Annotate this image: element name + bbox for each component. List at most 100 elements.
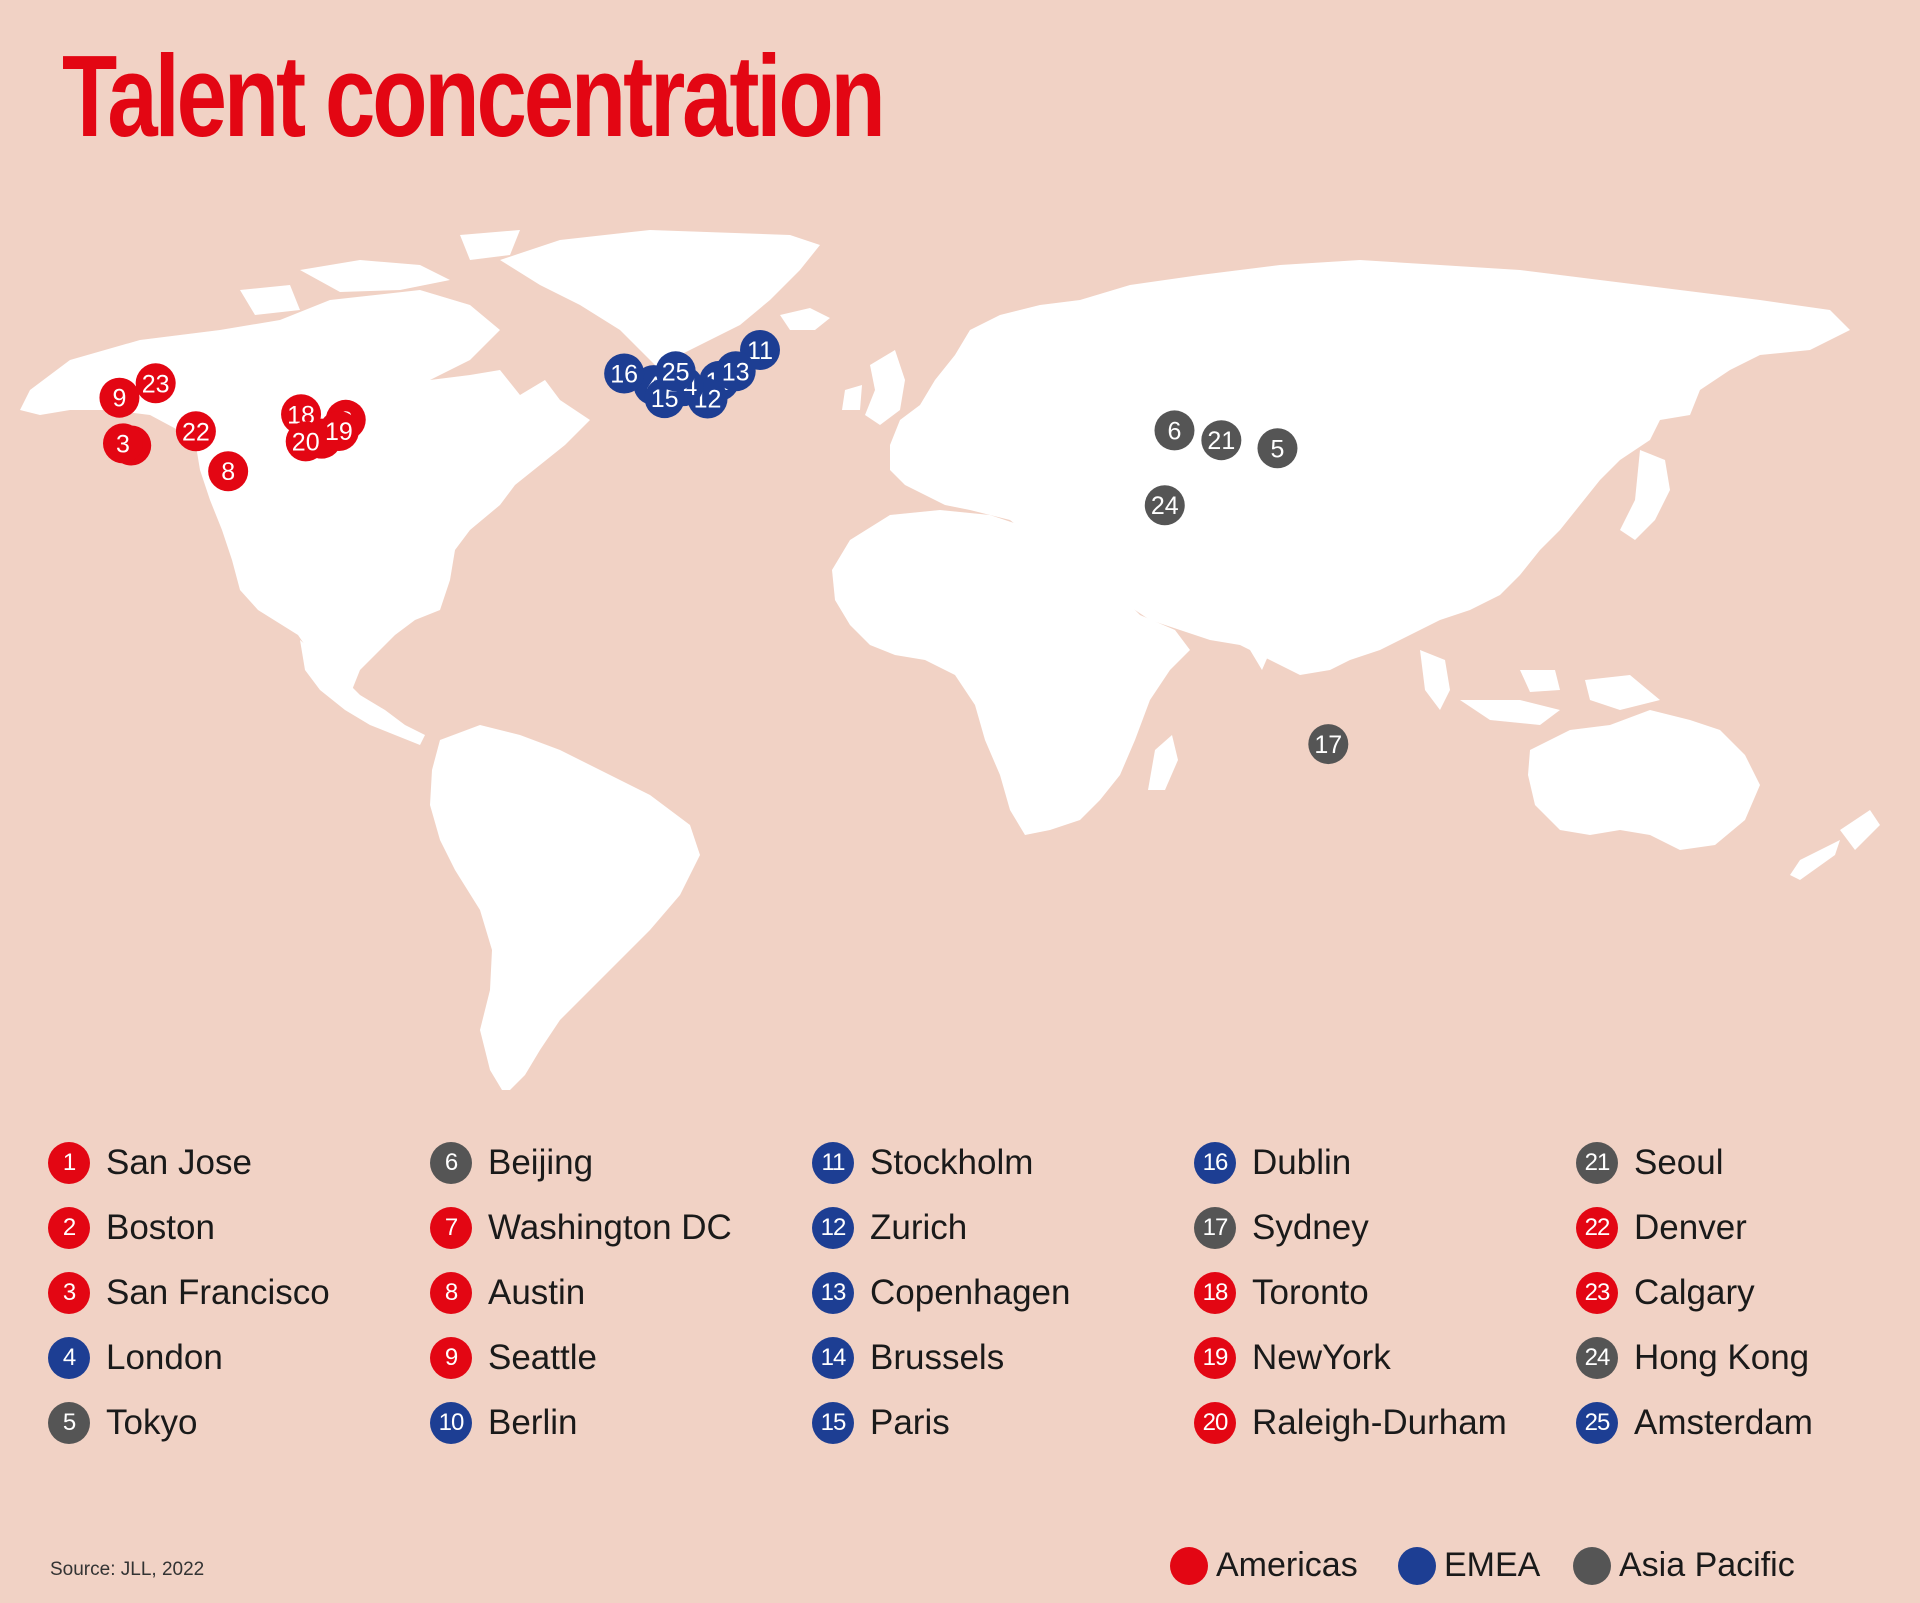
- legend-city-name: Stockholm: [870, 1143, 1034, 1182]
- map-pin-circle: [1201, 420, 1242, 461]
- legend-item: 1 San Jose: [48, 1135, 252, 1191]
- map-pin-circle: [715, 351, 756, 392]
- legend-rank-badge: 2: [48, 1207, 90, 1249]
- map-pin-circle: [285, 421, 326, 462]
- legend-rank-badge: 13: [812, 1272, 854, 1314]
- legend-city-name: Raleigh-Durham: [1252, 1403, 1507, 1442]
- legend-rank-badge: 1: [48, 1142, 90, 1184]
- map-pin-number: 22: [182, 418, 210, 446]
- landmass-new-zealand: [1790, 810, 1880, 880]
- legend-rank-badge: 21: [1576, 1142, 1618, 1184]
- page-title: Talent concentration: [62, 31, 886, 161]
- map-pin-raleigh-durham[interactable]: 20: [285, 421, 326, 462]
- legend-rank-badge: 17: [1194, 1207, 1236, 1249]
- legend-rank-badge: 8: [430, 1272, 472, 1314]
- legend-city-name: NewYork: [1252, 1338, 1391, 1377]
- map-pin-number: 23: [142, 370, 170, 398]
- legend-city-name: Amsterdam: [1634, 1403, 1813, 1442]
- legend-city-name: Zurich: [870, 1208, 968, 1247]
- legend-rank-badge: 6: [430, 1142, 472, 1184]
- region-label-emea: EMEA: [1444, 1546, 1541, 1584]
- map-pin-sydney[interactable]: 17: [1308, 724, 1349, 765]
- legend-rank-badge: 15: [812, 1402, 854, 1444]
- map-pin-circle: [135, 363, 176, 404]
- map-pin-san-francisco[interactable]: 3: [102, 423, 143, 464]
- map-pin-newyork[interactable]: 19: [318, 411, 359, 452]
- map-pin-number: 16: [610, 360, 638, 388]
- map-pin-amsterdam[interactable]: 25: [655, 351, 696, 392]
- legend-city-name: Dublin: [1252, 1143, 1352, 1182]
- map-pin-circle: [99, 377, 140, 418]
- map-pin-beijing[interactable]: 6: [1154, 410, 1195, 451]
- asia-pacific-dot: [1573, 1546, 1611, 1585]
- legend-rank-badge: 25: [1576, 1402, 1618, 1444]
- map-pin-dublin[interactable]: 16: [604, 353, 645, 394]
- map-pin-hong-kong[interactable]: 24: [1144, 485, 1185, 526]
- landmass-greenland: [500, 230, 820, 370]
- legend-item: 5 Tokyo: [48, 1395, 197, 1451]
- map-pin-number: 19: [325, 418, 353, 446]
- region-key-americas: Americas: [1170, 1546, 1358, 1585]
- legend-city-name: Washington DC: [488, 1208, 732, 1247]
- map-pin-number: 13: [722, 358, 750, 386]
- legend-item: 12 Zurich: [812, 1200, 967, 1256]
- legend-item: 13 Copenhagen: [812, 1265, 1070, 1321]
- map-pin-tokyo[interactable]: 5: [1257, 428, 1298, 469]
- legend-city-name: Sydney: [1252, 1208, 1369, 1247]
- landmass-australia: [1528, 710, 1760, 850]
- legend-item: 15 Paris: [812, 1395, 950, 1451]
- legend-item: 22 Denver: [1576, 1200, 1747, 1256]
- legend-rank-badge: 12: [812, 1207, 854, 1249]
- legend-rank-badge: 7: [430, 1207, 472, 1249]
- legend-item: 7 Washington DC: [430, 1200, 732, 1256]
- landmass-japan: [1620, 450, 1670, 540]
- map-pin-number: 9: [112, 385, 126, 413]
- legend-rank-badge: 3: [48, 1272, 90, 1314]
- legend-item: 24 Hong Kong: [1576, 1330, 1809, 1386]
- map-pin-circle: [1257, 428, 1298, 469]
- map-pin-circle: [1144, 485, 1185, 526]
- legend-item: 2 Boston: [48, 1200, 215, 1256]
- legend-rank-badge: 11: [812, 1142, 854, 1184]
- map-pin-austin[interactable]: 8: [208, 451, 249, 492]
- legend-rank-badge: 18: [1194, 1272, 1236, 1314]
- legend-city-name: Seoul: [1634, 1143, 1724, 1182]
- city-pins-layer: 1234567891011121314151617181920212223242…: [99, 329, 1349, 765]
- map-pin-circle: [102, 423, 143, 464]
- legend-item: 18 Toronto: [1194, 1265, 1369, 1321]
- map-pin-number: 25: [662, 358, 690, 386]
- map-pin-number: 20: [292, 428, 320, 456]
- world-map: 1234567891011121314151617181920212223242…: [0, 230, 1920, 1090]
- map-pin-number: 17: [1314, 731, 1342, 759]
- landmass-layer: [20, 230, 1880, 1090]
- map-pin-number: 24: [1151, 492, 1179, 520]
- map-pin-circle: [604, 353, 645, 394]
- legend-city-name: London: [106, 1338, 223, 1377]
- legend-rank-badge: 4: [48, 1337, 90, 1379]
- legend-city-name: Austin: [488, 1273, 586, 1312]
- legend-rank-badge: 20: [1194, 1402, 1236, 1444]
- legend-city-name: San Jose: [106, 1143, 252, 1182]
- legend-item: 17 Sydney: [1194, 1200, 1369, 1256]
- map-pin-seattle[interactable]: 9: [99, 377, 140, 418]
- region-label-americas: Americas: [1216, 1546, 1358, 1584]
- legend-city-name: San Francisco: [106, 1273, 330, 1312]
- map-pin-circle: [655, 351, 696, 392]
- map-pin-calgary[interactable]: 23: [135, 363, 176, 404]
- source-note: Source: JLL, 2022: [50, 1559, 205, 1580]
- map-pin-number: 6: [1168, 417, 1182, 445]
- legend-rank-badge: 19: [1194, 1337, 1236, 1379]
- map-pin-copenhagen[interactable]: 13: [715, 351, 756, 392]
- legend-city-name: Calgary: [1634, 1273, 1755, 1312]
- legend-rank-badge: 22: [1576, 1207, 1618, 1249]
- legend-city-name: Toronto: [1252, 1273, 1369, 1312]
- legend-rank-badge: 23: [1576, 1272, 1618, 1314]
- legend-item: 3 San Francisco: [48, 1265, 330, 1321]
- legend-item: 20 Raleigh-Durham: [1194, 1395, 1507, 1451]
- map-pin-seoul[interactable]: 21: [1201, 420, 1242, 461]
- legend-rank-badge: 16: [1194, 1142, 1236, 1184]
- legend-city-name: Tokyo: [106, 1403, 198, 1442]
- city-legend: 1 San Jose 2 Boston 3 San Francisco 4 London 5 To…: [48, 1135, 1918, 1475]
- map-pin-denver[interactable]: 22: [175, 411, 216, 452]
- landmass-africa: [832, 510, 1190, 835]
